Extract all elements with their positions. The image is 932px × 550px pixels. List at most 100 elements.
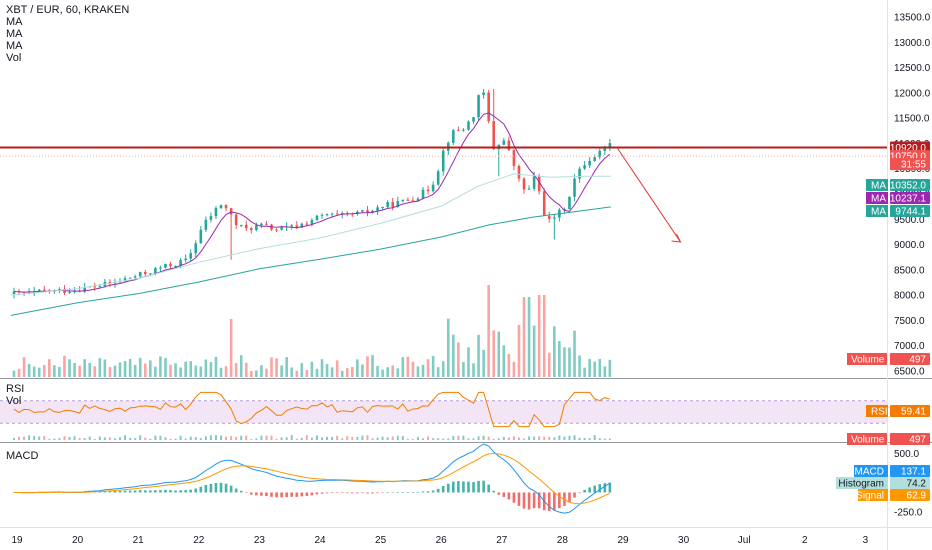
volume-bar — [174, 363, 177, 377]
rsi-volume-bar — [164, 437, 167, 440]
rsi-volume-bar — [300, 437, 303, 440]
time-tick-label: 30 — [678, 535, 690, 546]
volume-bar — [209, 362, 213, 377]
rsi-volume-bar — [558, 435, 561, 440]
rsi-volume-bar — [270, 435, 273, 440]
candle-body — [149, 273, 152, 275]
time-tick-label: 3 — [863, 535, 869, 546]
indicator-rsi[interactable]: RSI — [6, 383, 25, 395]
macd-histogram-bar — [239, 490, 243, 493]
candle-body — [517, 165, 521, 179]
price-tick-label: 11500.0 — [894, 114, 930, 125]
rsi-volume-bar — [457, 435, 460, 440]
indicator-macd[interactable]: MACD — [6, 450, 39, 462]
rsi-volume-bar — [598, 438, 601, 440]
macd-histogram-bar — [527, 492, 531, 510]
candle-body — [603, 146, 607, 151]
volume-bar — [497, 331, 501, 377]
price-tick-label: 8000.0 — [894, 291, 925, 302]
volume-bar — [441, 361, 445, 377]
ma-badge-name-bg — [866, 192, 888, 204]
ma-badge-value: 10352.0 — [890, 181, 927, 192]
macd-histogram-bar — [345, 492, 349, 494]
indicator-volume[interactable]: Vol — [6, 52, 22, 64]
candle-body — [436, 171, 440, 185]
candle-body — [184, 258, 187, 261]
candle-body — [527, 188, 531, 190]
candle-body — [472, 117, 475, 122]
candle-body — [174, 265, 177, 267]
macd-histogram-bar — [568, 492, 571, 503]
macd-histogram-bar — [512, 492, 516, 503]
rsi-volume-bar — [184, 438, 187, 440]
macd-histogram-bar — [340, 492, 344, 494]
rsi-volume-label: Volume — [851, 435, 885, 446]
volume-bar — [325, 364, 329, 377]
macd-histogram-bar — [361, 492, 364, 494]
rsi-volume-bar — [588, 438, 591, 440]
candle-body — [58, 289, 61, 291]
symbol-title[interactable]: XBT / EUR, 60, KRAKEN — [6, 4, 130, 16]
rsi-volume-bar — [18, 436, 21, 440]
price-tick-label: 9000.0 — [894, 240, 925, 251]
volume-bar — [547, 352, 551, 377]
volume-bar — [143, 363, 147, 377]
volume-bar — [149, 360, 152, 377]
volume-bar — [361, 364, 364, 377]
macd-histogram-bar — [356, 492, 359, 494]
candle-body — [431, 184, 435, 192]
candle-body — [421, 189, 425, 199]
volume-bar — [179, 367, 182, 377]
macd-histogram-bar — [502, 492, 506, 497]
candle-body — [128, 277, 132, 279]
candle-body — [335, 213, 339, 215]
volume-bar — [563, 347, 566, 377]
ma-badge-value-bg — [890, 205, 930, 217]
rsi-volume-bar — [593, 435, 596, 440]
indicator-ma-mid[interactable]: MA — [6, 28, 23, 40]
candle-body — [416, 198, 420, 201]
rsi-volume-bar — [548, 436, 551, 440]
rsi-volume-bar — [361, 435, 364, 440]
drawings[interactable] — [0, 146, 887, 243]
rsi-volume-bar — [189, 436, 192, 440]
macd-histogram-bar — [351, 492, 354, 494]
rsi-volume-bar — [346, 436, 349, 440]
macd-histogram-bar — [522, 492, 526, 509]
candle-body — [492, 121, 496, 150]
rsi-volume-bar — [48, 438, 51, 440]
time-tick-label: 20 — [72, 535, 84, 546]
volume-bar — [224, 366, 228, 377]
rsi-volume-bar — [411, 438, 414, 440]
candle-body — [542, 191, 546, 217]
macd-histogram-bar — [431, 490, 435, 493]
volume-bar — [295, 370, 299, 377]
rsi-volume-bar — [260, 435, 263, 440]
candle-body — [37, 289, 41, 292]
candle-body — [234, 214, 238, 226]
time-tick-label: 24 — [314, 535, 326, 546]
indicator-ma-slow[interactable]: MA — [6, 40, 23, 52]
rsi-volume-bar — [416, 436, 419, 440]
rsi-volume-bar — [573, 435, 576, 440]
volume-bar — [305, 369, 309, 377]
candle-body — [295, 225, 299, 228]
macd-histogram-bar — [462, 481, 465, 493]
macd-histogram-bar — [441, 486, 445, 493]
candle-body — [204, 219, 208, 230]
candle-body — [487, 92, 490, 122]
rsi-volume-bar — [371, 438, 374, 440]
price-tick-label: 8500.0 — [894, 265, 925, 276]
candle-body — [396, 201, 400, 207]
candle-body — [255, 225, 258, 231]
macd-histogram-bar — [285, 492, 288, 498]
rsi-volume-bar — [58, 438, 61, 440]
rsi-volume-bar — [447, 438, 450, 440]
indicator-ma-fast[interactable]: MA — [6, 16, 23, 28]
indicator-rsi-vol[interactable]: Vol — [6, 395, 22, 407]
projection-arrowhead — [671, 233, 682, 243]
volume-bar — [300, 363, 304, 377]
rsi-volume-bar — [83, 438, 86, 440]
